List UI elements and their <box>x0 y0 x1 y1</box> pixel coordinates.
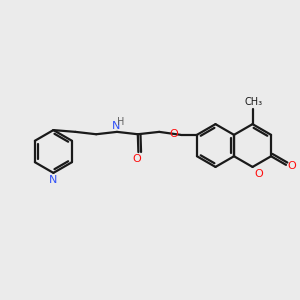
Text: O: O <box>133 154 142 164</box>
Text: N: N <box>49 175 58 185</box>
Text: O: O <box>254 169 263 179</box>
Text: O: O <box>169 129 178 139</box>
Text: N: N <box>112 121 121 131</box>
Text: O: O <box>288 161 296 171</box>
Text: CH₃: CH₃ <box>245 97 263 107</box>
Text: H: H <box>118 116 125 127</box>
